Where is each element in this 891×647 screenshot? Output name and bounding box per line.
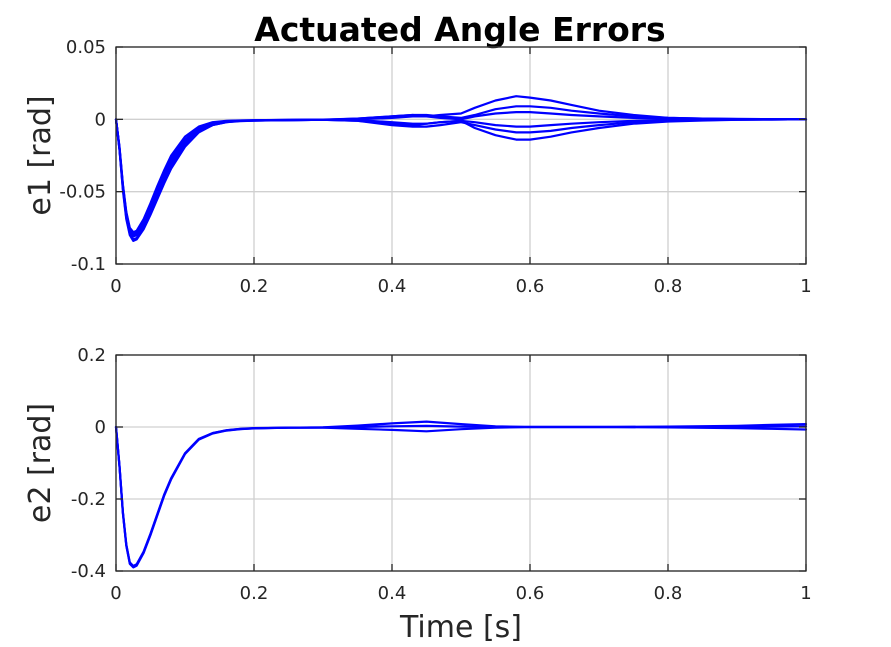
- series-line: [114, 118, 808, 238]
- axes-box-e2: [115, 354, 807, 572]
- x-tick-label: 1: [800, 583, 811, 604]
- x-tick-label: 0.2: [240, 276, 269, 297]
- x-axis-label: Time [s]: [399, 610, 522, 645]
- y-ticks-e2: -0.4 -0.2 0 0.2: [71, 345, 806, 582]
- x-ticks-e2: 0 0.2 0.4 0.6 0.8 1: [110, 355, 812, 604]
- y-tick-label: 0.2: [77, 345, 106, 366]
- series-line: [114, 110, 808, 235]
- y-tick-label: -0.1: [71, 254, 106, 275]
- y-ticks-e1: -0.1 -0.05 0 0.05: [59, 37, 806, 275]
- x-tick-label: 0.6: [516, 583, 545, 604]
- grid-e2: [115, 354, 807, 572]
- y-tick-label: 0.05: [66, 37, 106, 58]
- x-tick-label: 0: [110, 276, 121, 297]
- x-tick-label: 0.8: [654, 583, 683, 604]
- series-line: [114, 105, 808, 241]
- x-tick-label: 0.4: [378, 583, 407, 604]
- series-lines-e1: [114, 95, 808, 242]
- subplot-e1: 0 0.2 0.4 0.6 0.8 1 -0.1 -0.05 0 0.05 e1 [rad]: [23, 37, 812, 297]
- y-axis-label-e2: e2 [rad]: [23, 403, 58, 523]
- y-axis-label-e1: e1 [rad]: [23, 95, 58, 215]
- series-line: [114, 424, 808, 568]
- series-line: [114, 118, 808, 234]
- grid-e1: [115, 46, 807, 265]
- y-tick-label: 0: [95, 417, 106, 438]
- x-tick-label: 1: [800, 276, 811, 297]
- y-tick-label: -0.05: [59, 182, 106, 203]
- series-line: [114, 420, 808, 569]
- x-tick-label: 0.4: [378, 276, 407, 297]
- series-line: [114, 118, 808, 242]
- x-tick-label: 0.6: [516, 276, 545, 297]
- x-tick-label: 0.2: [240, 583, 269, 604]
- y-tick-label: -0.4: [71, 561, 106, 582]
- y-tick-label: -0.2: [71, 489, 106, 510]
- series-line: [114, 425, 808, 568]
- x-ticks-e1: 0 0.2 0.4 0.6 0.8 1: [110, 47, 812, 297]
- y-tick-label: 0: [95, 109, 106, 130]
- series-lines-e2: [114, 420, 808, 569]
- x-tick-label: 0: [110, 583, 121, 604]
- axes-box-e1: [115, 46, 807, 265]
- x-tick-label: 0.8: [654, 276, 683, 297]
- subplot-e2: 0 0.2 0.4 0.6 0.8 1 -0.4 -0.2 0 0.2 e2 [rad] Tim…: [23, 345, 812, 645]
- figure-title: Actuated Angle Errors: [254, 10, 665, 49]
